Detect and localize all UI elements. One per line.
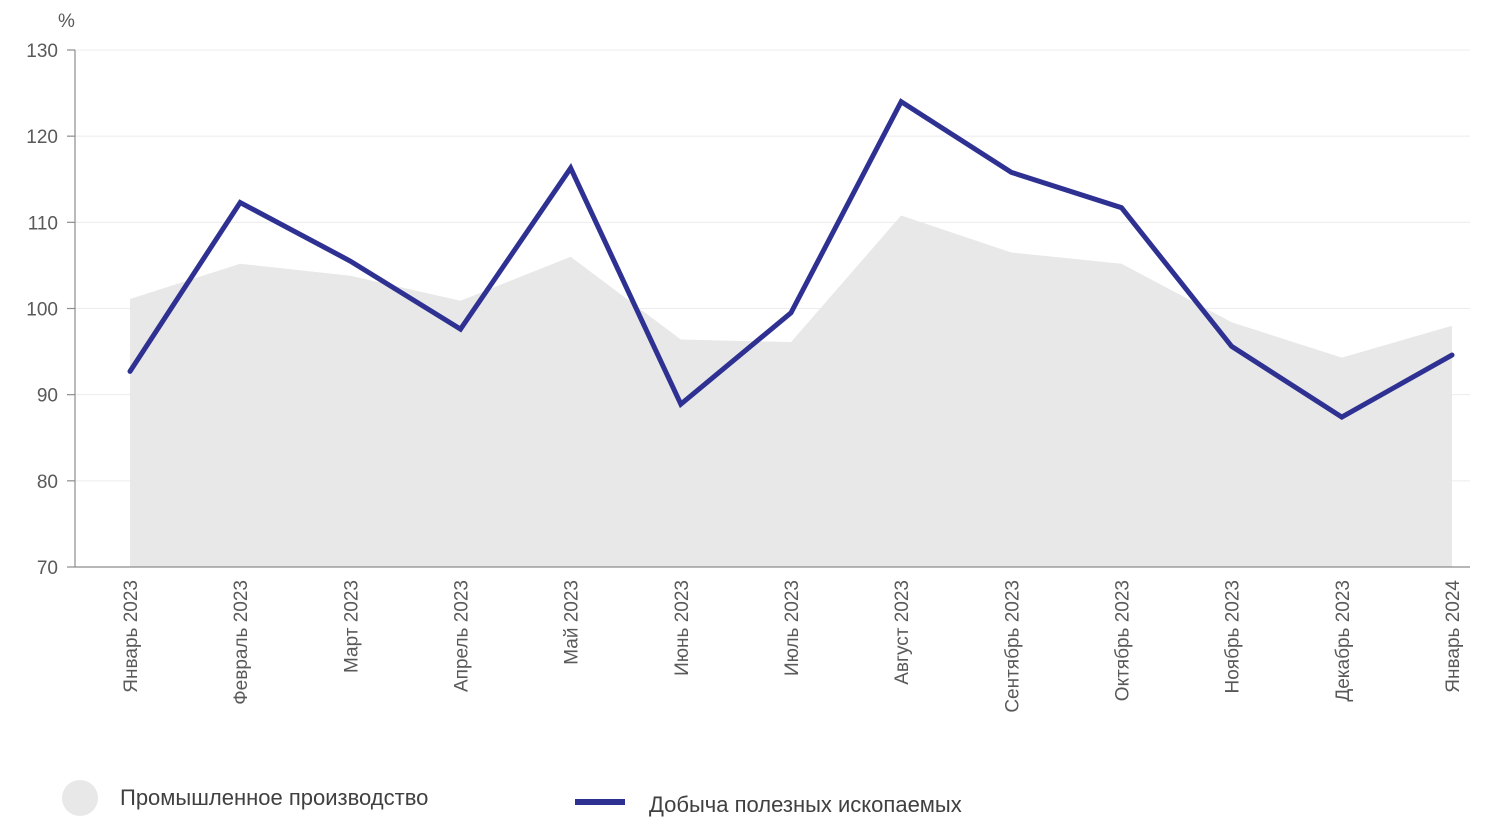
y-tick-label-70: 70 <box>37 558 58 579</box>
x-tick-labels: Январь 2023 Февраль 2023 Март 2023 Апрель 2… <box>121 580 1464 713</box>
legend-item-line: Добыча полезных ископаемых <box>575 778 962 818</box>
line-area-chart: 70 80 90 100 110 120 130 Январь 2023 Февраль 20… <box>26 11 1470 713</box>
x-tick-label-13: Январь 2024 <box>1443 580 1464 693</box>
x-tick-label-12: Декабрь 2023 <box>1333 580 1354 702</box>
x-tick-label-4: Апрель 2023 <box>452 580 473 692</box>
legend-item-area: Промышленное производство <box>62 778 428 818</box>
y-tick-labels: 70 80 90 100 110 120 130 <box>26 41 58 579</box>
area-series-layer <box>130 215 1452 567</box>
y-tick-label-120: 120 <box>26 127 58 148</box>
legend: Промышленное производство Добыча полезны… <box>0 778 1491 829</box>
x-tick-label-3: Март 2023 <box>341 580 362 673</box>
x-tick-label-1: Январь 2023 <box>121 580 142 693</box>
y-tick-label-90: 90 <box>37 386 58 407</box>
x-tick-label-2: Февраль 2023 <box>231 580 252 705</box>
x-tick-label-10: Октябрь 2023 <box>1113 580 1134 701</box>
x-tick-label-5: Май 2023 <box>562 580 583 665</box>
legend-line-swatch-icon <box>575 799 625 805</box>
legend-label-area: Промышленное производство <box>120 785 429 810</box>
line-series-layer <box>127 98 1455 420</box>
y-tick-label-100: 100 <box>26 300 58 321</box>
axes <box>67 49 1470 568</box>
x-tick-label-11: Ноябрь 2023 <box>1223 580 1244 693</box>
legend-label-line: Добыча полезных ископаемых <box>649 792 962 817</box>
y-tick-label-130: 130 <box>26 41 58 62</box>
y-tick-label-80: 80 <box>37 472 58 493</box>
area-series-industrial-production <box>130 215 1452 567</box>
x-tick-label-7: Июль 2023 <box>782 580 803 676</box>
line-series-mining <box>127 98 1455 420</box>
x-tick-label-9: Сентябрь 2023 <box>1002 580 1023 713</box>
x-tick-label-8: Август 2023 <box>892 580 913 685</box>
y-axis-unit-label: % <box>58 11 75 32</box>
y-tick-label-110: 110 <box>28 213 58 234</box>
legend-area-swatch-icon <box>62 780 98 816</box>
x-tick-label-6: Июнь 2023 <box>672 580 693 676</box>
